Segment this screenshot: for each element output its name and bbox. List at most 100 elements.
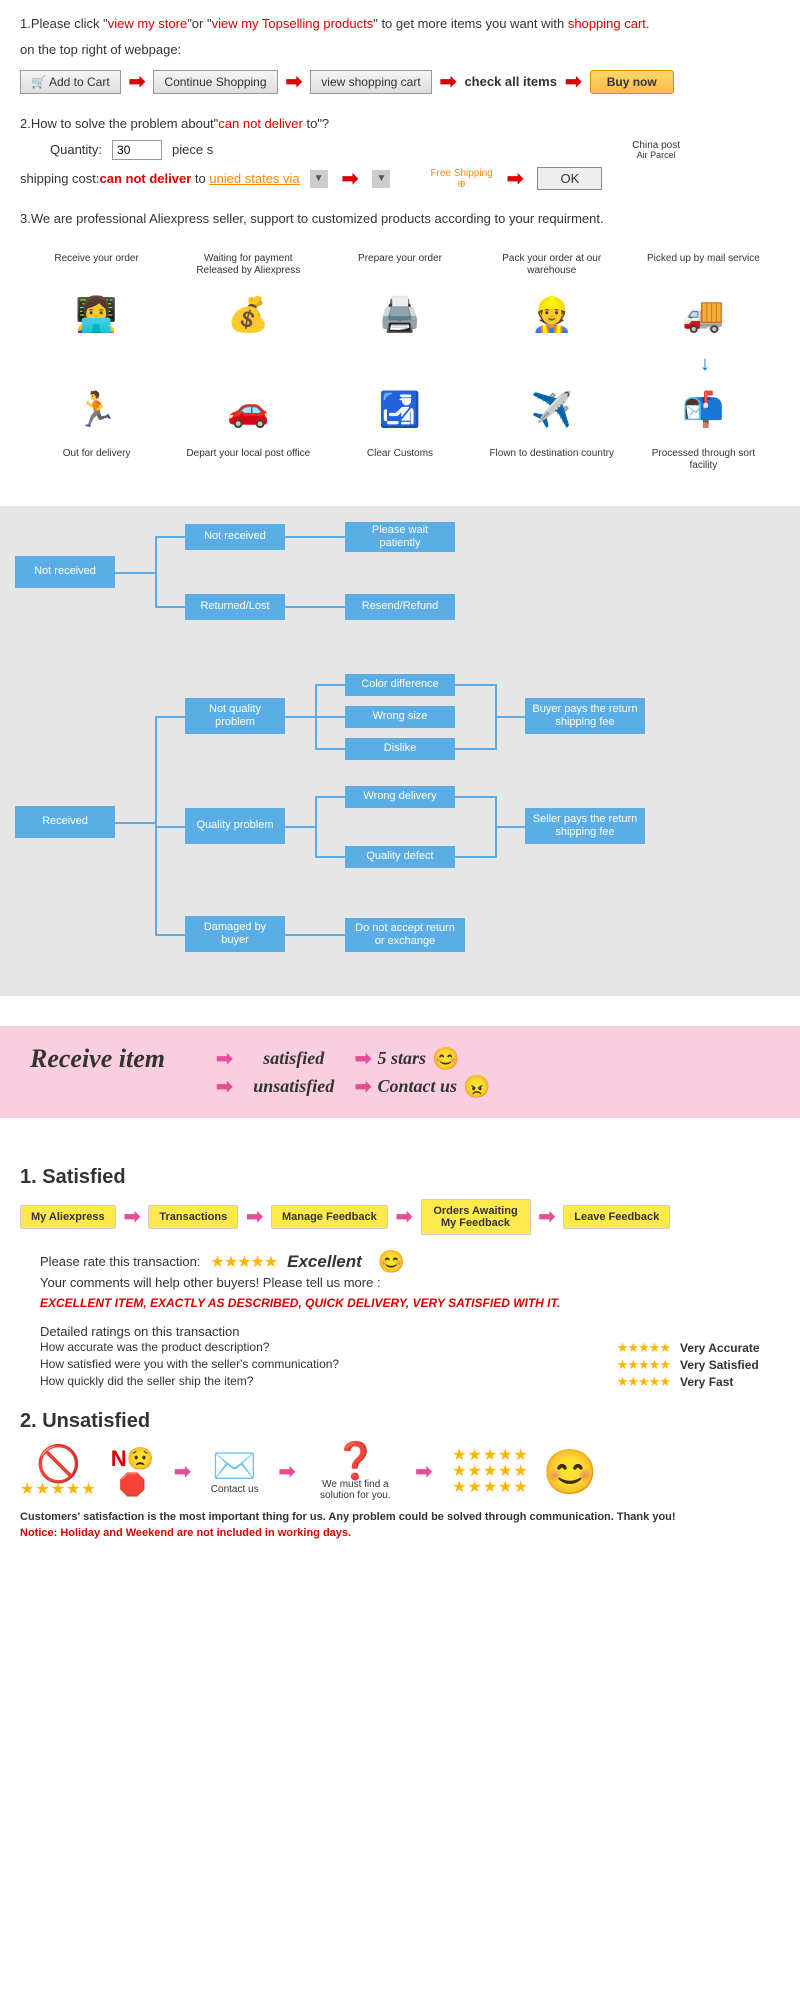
stars-icon: ★★★★★	[617, 1357, 670, 1373]
link-cart[interactable]: shopping cart.	[568, 16, 650, 31]
add-to-cart-button[interactable]: Add to Cart	[20, 70, 121, 94]
flow-node: Wrong delivery	[345, 786, 455, 808]
ship-cost-label: shipping cost:can not deliver to unied s…	[20, 171, 300, 186]
no-stars-icon: 🚫	[20, 1446, 97, 1482]
flow-node: Dislike	[345, 738, 455, 760]
link-view-store[interactable]: view my store	[108, 16, 187, 31]
five-stars-icon: ★★★★★	[210, 1252, 277, 1272]
arrow-icon: ➡	[355, 1046, 372, 1071]
flow-line	[495, 716, 525, 718]
flow-line	[315, 796, 317, 858]
flow-node: Seller pays the return shipping fee	[525, 808, 645, 844]
arrow-icon: ➡	[129, 69, 146, 94]
flow-line	[155, 716, 185, 718]
stars-icon: ★★★★★	[617, 1374, 670, 1390]
proc-label: Receive your order	[30, 253, 163, 277]
buy-now-button[interactable]: Buy now	[590, 70, 674, 94]
flow-line	[315, 796, 345, 798]
flow-line	[315, 684, 345, 686]
proc-label: Processed through sort facility	[637, 448, 770, 472]
free-shipping-badge: Free Shipping ⊕	[430, 168, 492, 190]
arrow-icon: ➡	[440, 69, 457, 94]
unsatisfied-label: unsatisfied	[239, 1076, 349, 1097]
flow-node: Buyer pays the return shipping fee	[525, 698, 645, 734]
flow-line	[115, 822, 155, 824]
happy-face-icon: 😊	[378, 1249, 405, 1275]
proc-label: Waiting for payment Released by Aliexpre…	[182, 253, 315, 277]
arrow-icon: ➡	[124, 1204, 141, 1229]
feedback-steps-row: My Aliexpress ➡ Transactions ➡ Manage Fe…	[20, 1199, 780, 1235]
pill-manage-feedback[interactable]: Manage Feedback	[271, 1205, 388, 1229]
flow-node: Damaged by buyer	[185, 916, 285, 952]
step1-sub: on the top right of webpage:	[20, 40, 780, 60]
pill-leave-feedback[interactable]: Leave Feedback	[563, 1205, 670, 1229]
rating-val: Very Accurate	[680, 1341, 780, 1355]
arrow-icon: ➡	[415, 1459, 432, 1484]
proc-label: Flown to destination country	[485, 448, 618, 472]
customs-icon: 🛃	[370, 380, 430, 440]
satisfied-heading: 1. Satisfied	[20, 1166, 780, 1189]
flow-line	[315, 748, 345, 750]
runner-icon: 🏃	[67, 380, 127, 440]
flow-node: Returned/Lost	[185, 594, 285, 620]
flow-node: Quality defect	[345, 846, 455, 868]
arrow-icon: ➡	[507, 166, 524, 191]
detail-ratings-head: Detailed ratings on this transaction	[40, 1324, 780, 1339]
printer-icon: 🖨️	[370, 285, 430, 345]
rating-q: How satisfied were you with the seller's…	[40, 1357, 339, 1373]
continue-shopping-button[interactable]: Continue Shopping	[153, 70, 277, 94]
t: can not deliver	[218, 116, 303, 131]
ok-button[interactable]: OK	[537, 167, 602, 190]
country-link[interactable]: unied states via	[209, 171, 299, 186]
worker-icon: 👷	[522, 285, 582, 345]
arrow-icon: ➡	[342, 166, 359, 191]
step3-text: 3.We are professional Aliexpress seller,…	[20, 209, 780, 229]
unsatisfied-flow: 🚫 ★★★★★ N😟 🛑 ➡ ✉️ Contact us ➡ ❓ We must…	[20, 1443, 780, 1501]
contact-us-label: Contact us	[378, 1076, 458, 1097]
down-arrow-icon: ↓	[30, 353, 770, 376]
t: " to get more items you want with	[373, 16, 568, 31]
flow-line	[155, 934, 185, 936]
footer-notice: Notice: Holiday and Weekend are not incl…	[20, 1527, 780, 1539]
pill-my-aliexpress[interactable]: My Aliexpress	[20, 1205, 116, 1229]
arrow-icon: ➡	[279, 1459, 296, 1484]
flow-line	[115, 572, 155, 574]
rating-q: How accurate was the product description…	[40, 1340, 269, 1356]
proc-label: Out for delivery	[30, 448, 163, 472]
flow-line	[285, 606, 345, 608]
comments-help: Your comments will help other buyers! Pl…	[40, 1275, 780, 1290]
link-topselling[interactable]: view my Topselling products	[212, 16, 374, 31]
dropdown-icon[interactable]	[310, 170, 328, 188]
solution-label: We must find a solution for you.	[315, 1479, 395, 1501]
arrow-icon: ➡	[246, 1204, 263, 1229]
proc-label: Pack your order at our warehouse	[485, 253, 618, 277]
receive-item-banner: Receive item ➡ satisfied ➡ 5 stars 😊 ➡ u…	[0, 1026, 800, 1118]
flow-line	[155, 826, 185, 828]
pill-awaiting-feedback[interactable]: Orders Awaiting My Feedback	[421, 1199, 531, 1235]
stars-icon: ★★★★★	[452, 1448, 529, 1464]
flow-node: Not received	[185, 524, 285, 550]
flow-node: Received	[15, 806, 115, 838]
qty-label: Quantity:	[50, 142, 102, 157]
flow-node: Not quality problem	[185, 698, 285, 734]
dropdown-icon[interactable]	[372, 170, 390, 188]
no-label: N	[111, 1446, 127, 1471]
mail-icon: 📬	[673, 380, 733, 440]
arrow-icon: ➡	[565, 69, 582, 94]
plane-icon: ✈️	[522, 380, 582, 440]
person-computer-icon: 👩‍💻	[67, 285, 127, 345]
t: 1.Please click "	[20, 16, 108, 31]
arrow-icon: ➡	[539, 1204, 556, 1229]
flow-line	[455, 796, 495, 798]
view-cart-button[interactable]: view shopping cart	[310, 70, 431, 94]
pill-transactions[interactable]: Transactions	[148, 1205, 238, 1229]
china-post-label: China post Air Parcel	[632, 140, 680, 161]
footer-note: Customers' satisfaction is the most impo…	[20, 1511, 780, 1523]
quantity-input[interactable]	[112, 140, 162, 160]
t: to	[191, 171, 209, 186]
angry-face-icon: 😠	[463, 1074, 490, 1100]
flow-line	[285, 826, 315, 828]
stars-icon: ★★★★★	[20, 1482, 97, 1498]
stars-icon: ★★★★★	[617, 1340, 670, 1356]
proc-label: Depart your local post office	[182, 448, 315, 472]
